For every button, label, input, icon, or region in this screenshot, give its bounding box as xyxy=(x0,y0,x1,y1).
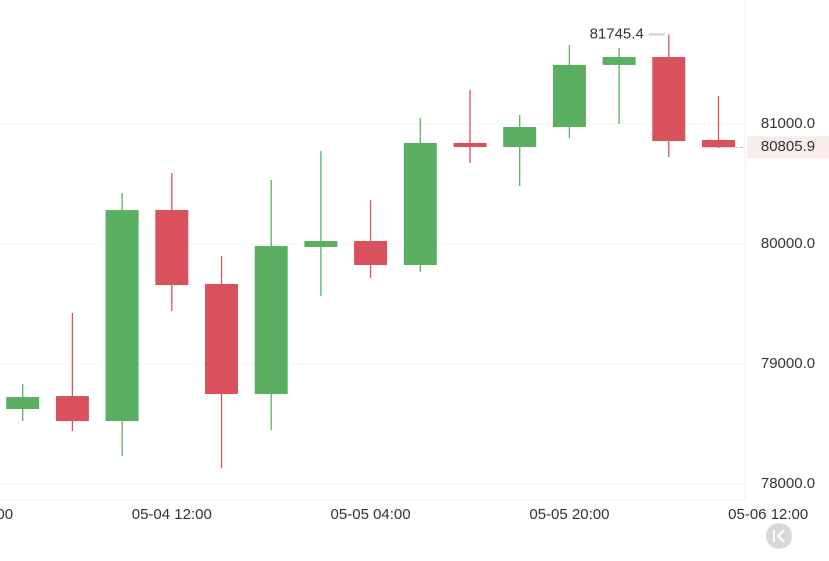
candle-body xyxy=(6,397,40,410)
candle-body xyxy=(304,240,338,247)
y-tick-label: 79000.0 xyxy=(761,355,815,372)
candle-body xyxy=(503,126,537,148)
candle-body xyxy=(403,142,437,266)
candle-body xyxy=(453,142,487,148)
last-price-box xyxy=(747,136,829,159)
x-tick-label: 05-06 12:00 xyxy=(728,506,808,523)
last-price-label: 80805.9 xyxy=(761,138,815,155)
x-tick-label: 05-05 20:00 xyxy=(529,506,609,523)
y-tick-label: 78000.0 xyxy=(761,475,815,492)
high-label: 81745.4 xyxy=(590,25,644,42)
candle-body xyxy=(602,57,636,65)
candle-body xyxy=(652,57,686,142)
candle-body xyxy=(155,210,189,286)
x-tick-label: 05-03 20:00 xyxy=(0,506,13,523)
candle-body xyxy=(55,396,89,422)
scroll-to-latest-button[interactable] xyxy=(766,523,792,549)
x-tick-label: 05-05 04:00 xyxy=(331,506,411,523)
x-tick-label: 05-04 12:00 xyxy=(132,506,212,523)
candle-body xyxy=(254,246,288,395)
button-icon xyxy=(776,529,785,543)
y-tick-label: 80000.0 xyxy=(761,235,815,252)
candle-body xyxy=(702,139,735,148)
y-tick-label: 81000.0 xyxy=(761,115,815,132)
candle-body xyxy=(105,210,139,422)
candle-body xyxy=(205,283,238,395)
candle-body xyxy=(552,64,586,127)
candle-body xyxy=(354,240,388,266)
